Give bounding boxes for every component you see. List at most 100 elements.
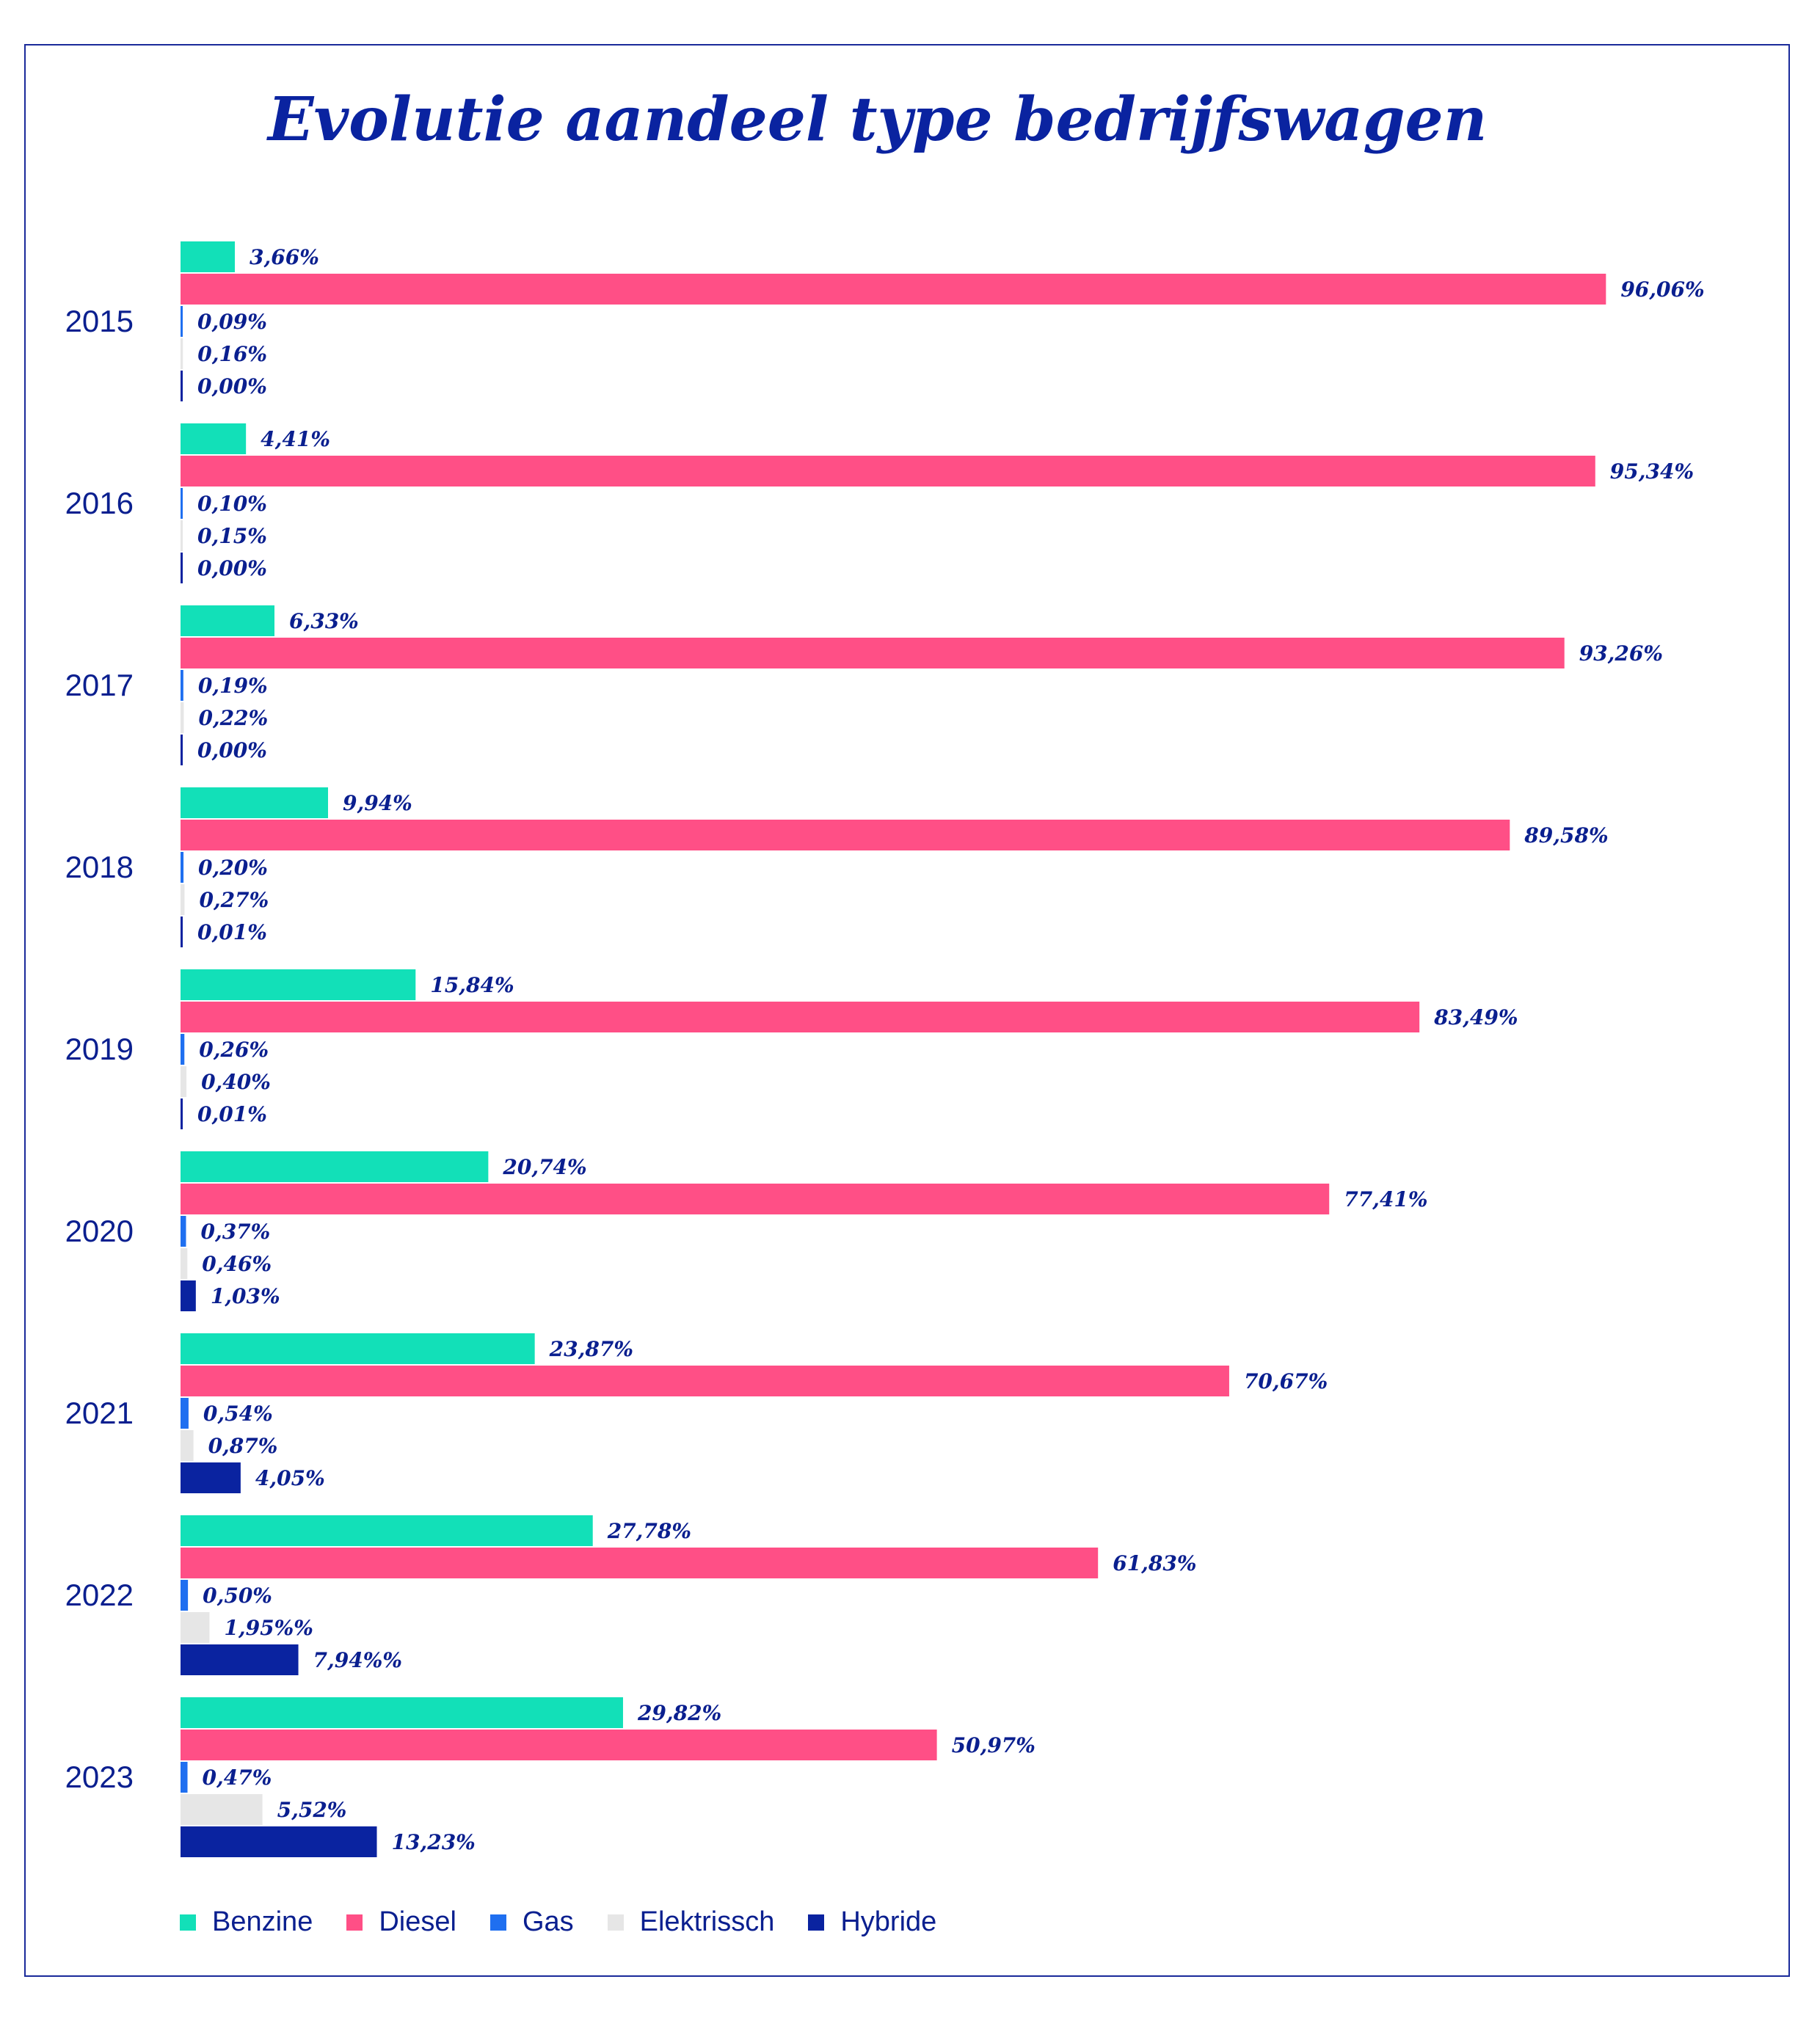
value-label-gas-2019: 0,26% [199, 1038, 269, 1062]
value-label-elektrissch-2021: 0,87% [208, 1434, 278, 1458]
legend-swatch-benzine [180, 1914, 196, 1931]
value-label-hybride-2023: 13,23% [392, 1830, 476, 1854]
bar-diesel-2021 [181, 1366, 1229, 1396]
value-label-hybride-2021: 4,05% [255, 1466, 325, 1490]
bar-hybride-2020 [181, 1280, 196, 1311]
year-label-2017: 2017 [65, 668, 134, 702]
value-label-gas-2017: 0,19% [198, 674, 268, 698]
bar-gas-2018 [181, 852, 184, 883]
bar-elektrissch-2019 [181, 1066, 187, 1097]
value-label-diesel-2017: 93,26% [1579, 641, 1663, 666]
value-label-hybride-2020: 1,03% [211, 1284, 280, 1308]
legend-swatch-hybride [808, 1914, 825, 1931]
bar-gas-2021 [181, 1398, 189, 1429]
bar-diesel-2016 [181, 456, 1595, 487]
value-label-elektrissch-2017: 0,22% [198, 706, 268, 730]
value-label-hybride-2022: 7,94%% [313, 1648, 402, 1672]
bar-benzine-2018 [181, 787, 328, 818]
value-label-benzine-2016: 4,41% [261, 427, 330, 451]
legend-label-hybride: Hybride [840, 1906, 937, 1937]
value-label-elektrissch-2019: 0,40% [201, 1070, 271, 1094]
legend-item-hybride: Hybride [808, 1906, 936, 1938]
bar-elektrissch-2023 [181, 1794, 263, 1825]
bar-diesel-2019 [181, 1002, 1420, 1032]
legend-item-benzine: Benzine [180, 1906, 313, 1938]
bar-gas-2023 [181, 1762, 188, 1793]
value-label-elektrissch-2020: 0,46% [202, 1252, 272, 1276]
value-label-hybride-2018: 0,01% [197, 920, 267, 944]
legend-label-elektrissch: Elektrissch [639, 1906, 775, 1937]
bar-benzine-2021 [181, 1333, 535, 1364]
bar-benzine-2022 [181, 1515, 593, 1546]
bar-diesel-2022 [181, 1548, 1099, 1578]
value-label-hybride-2017: 0,00% [197, 738, 267, 762]
value-label-diesel-2016: 95,34% [1610, 459, 1694, 484]
chart-legend: Benzine Diesel Gas Elektrissch Hybride [180, 1906, 936, 1938]
bar-elektrissch-2020 [181, 1248, 188, 1279]
bar-elektrissch-2015 [181, 338, 183, 369]
value-label-benzine-2018: 9,94% [343, 791, 412, 815]
value-label-gas-2016: 0,10% [197, 492, 267, 516]
year-label-2022: 2022 [65, 1578, 134, 1612]
bar-gas-2016 [181, 488, 183, 519]
bar-benzine-2016 [181, 423, 247, 454]
bar-hybride-2019 [181, 1098, 183, 1129]
value-label-elektrissch-2016: 0,15% [197, 524, 267, 548]
value-label-benzine-2021: 23,87% [549, 1337, 633, 1361]
year-label-2016: 2016 [65, 486, 134, 520]
value-label-gas-2023: 0,47% [203, 1765, 272, 1790]
bar-benzine-2017 [181, 605, 274, 636]
value-label-diesel-2018: 89,58% [1524, 823, 1608, 848]
bar-benzine-2015 [181, 241, 236, 272]
year-label-2021: 2021 [65, 1396, 134, 1430]
bar-hybride-2016 [181, 553, 183, 583]
value-label-benzine-2023: 29,82% [637, 1701, 721, 1725]
bar-hybride-2017 [181, 735, 183, 765]
value-label-gas-2015: 0,09% [197, 310, 267, 334]
legend-item-diesel: Diesel [346, 1906, 456, 1938]
legend-swatch-gas [489, 1914, 506, 1931]
value-label-hybride-2019: 0,01% [197, 1102, 267, 1126]
value-label-benzine-2020: 20,74% [502, 1155, 586, 1179]
value-label-gas-2020: 0,37% [200, 1220, 270, 1244]
year-label-2023: 2023 [65, 1760, 134, 1794]
value-label-diesel-2021: 70,67% [1244, 1369, 1328, 1393]
year-label-2015: 2015 [65, 304, 134, 338]
bar-benzine-2019 [181, 969, 416, 1000]
legend-label-gas: Gas [522, 1906, 574, 1937]
bar-elektrissch-2018 [181, 884, 185, 915]
bar-elektrissch-2017 [181, 702, 184, 733]
value-label-benzine-2022: 27,78% [607, 1519, 691, 1543]
bar-diesel-2018 [181, 820, 1510, 850]
legend-label-benzine: Benzine [212, 1906, 313, 1937]
bar-benzine-2020 [181, 1151, 489, 1182]
bar-diesel-2020 [181, 1184, 1330, 1214]
value-label-gas-2021: 0,54% [203, 1402, 273, 1426]
bar-gas-2015 [181, 306, 183, 337]
bar-gas-2022 [181, 1580, 189, 1611]
value-label-gas-2018: 0,20% [198, 856, 268, 880]
value-label-benzine-2017: 6,33% [289, 609, 359, 633]
value-label-elektrissch-2022: 1,95%% [224, 1616, 313, 1640]
bar-elektrissch-2021 [181, 1430, 194, 1461]
value-label-hybride-2015: 0,00% [197, 374, 267, 398]
bar-hybride-2018 [181, 917, 183, 947]
value-label-diesel-2023: 50,97% [952, 1733, 1035, 1757]
value-label-gas-2022: 0,50% [203, 1584, 272, 1608]
value-label-elektrissch-2023: 5,52% [277, 1798, 347, 1822]
bar-hybride-2023 [181, 1826, 377, 1857]
bar-elektrissch-2016 [181, 520, 183, 551]
legend-swatch-elektrissch [607, 1914, 624, 1931]
bar-gas-2019 [181, 1034, 185, 1065]
value-label-diesel-2019: 83,49% [1433, 1005, 1518, 1030]
year-label-2018: 2018 [65, 850, 134, 884]
value-label-elektrissch-2015: 0,16% [197, 342, 267, 366]
value-label-diesel-2022: 61,83% [1113, 1551, 1196, 1575]
bar-diesel-2017 [181, 638, 1565, 668]
bar-diesel-2015 [181, 274, 1606, 305]
chart-frame [24, 44, 1790, 1977]
legend-swatch-diesel [346, 1914, 363, 1931]
value-label-benzine-2019: 15,84% [430, 973, 514, 997]
year-label-2019: 2019 [65, 1032, 134, 1066]
